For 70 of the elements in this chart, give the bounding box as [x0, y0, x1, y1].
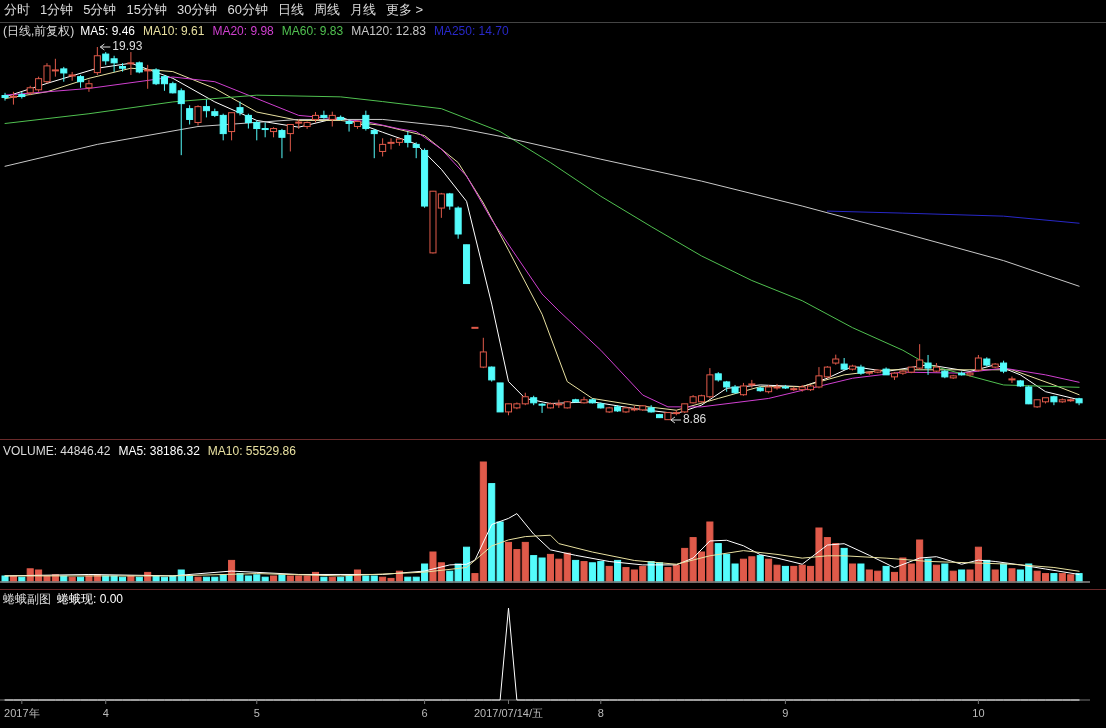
text: 15分钟: [126, 2, 167, 18]
bar: [756, 555, 764, 583]
text: 月线: [349, 2, 376, 18]
candlestick: [144, 64, 152, 90]
bar: [1050, 573, 1058, 583]
text: 1分钟: [40, 2, 74, 18]
text: MA5: 38186.32: [118, 444, 201, 459]
candlestick: [278, 128, 286, 159]
text: MA250: 14.70: [433, 24, 509, 39]
bar: [924, 558, 932, 583]
candlestick: [379, 137, 387, 158]
x-tick-label: 6: [421, 706, 428, 719]
candlestick: [370, 128, 378, 159]
x-tick-label: 2017年: [4, 706, 40, 719]
candlestick: [362, 110, 370, 132]
annotation: 19.93: [112, 39, 143, 54]
bar: [781, 565, 789, 583]
candlestick: [236, 101, 244, 116]
bar: [605, 565, 613, 583]
text: 5分钟: [83, 2, 117, 18]
text: 更多 >: [385, 2, 424, 18]
x-tick-label: 5: [253, 706, 260, 719]
candlestick: [194, 104, 202, 127]
bar: [790, 565, 798, 583]
candlestick: [1, 92, 9, 102]
text: MA60: 9.83: [281, 24, 344, 39]
candlestick: [219, 113, 227, 141]
x-tick-label: 10: [972, 706, 985, 719]
text: MA5: 9.46: [80, 24, 136, 39]
text: 日线: [277, 2, 304, 18]
text: MA20: 9.98: [212, 24, 275, 39]
text: 30分钟: [176, 2, 218, 18]
candlestick: [1008, 376, 1016, 384]
bar: [932, 564, 940, 583]
candlestick: [186, 104, 194, 125]
candlestick: [924, 354, 932, 376]
candlestick: [538, 402, 546, 414]
text: MA10: 55529.86: [207, 444, 297, 459]
bar: [991, 569, 999, 583]
text: VOLUME: 44846.42: [3, 444, 111, 459]
candlestick: [228, 112, 236, 141]
text: 蜷蛾现: 0.00: [57, 592, 124, 607]
chart-title: (日线,前复权): [3, 24, 75, 39]
text: 周线: [313, 2, 340, 18]
bar: [572, 559, 580, 583]
x-tick-label: 9: [782, 706, 789, 719]
bar: [958, 569, 966, 583]
text: 分时: [4, 2, 30, 18]
text: 60分钟: [227, 2, 268, 18]
bar: [580, 561, 588, 583]
chart-title: 蜷蛾副图: [3, 592, 51, 607]
x-tick-label: 8: [597, 706, 604, 719]
annotation: 8.86: [682, 412, 707, 427]
candlestick: [345, 118, 353, 133]
x-tick-label: 4: [102, 706, 109, 719]
text: MA120: 12.83: [351, 24, 427, 39]
x-tick-label: 2017/07/14/五: [473, 706, 544, 719]
bar: [840, 547, 848, 583]
bar: [941, 563, 949, 583]
bar: [849, 563, 857, 583]
text: MA10: 9.61: [143, 24, 205, 39]
candlestick: [320, 110, 328, 120]
candlestick: [93, 46, 101, 76]
candlestick: [85, 79, 93, 93]
candlestick: [286, 124, 294, 152]
bar: [882, 565, 890, 583]
candlestick: [479, 337, 487, 369]
bar: [857, 563, 865, 583]
bar: [1008, 568, 1016, 583]
candlestick: [127, 51, 135, 76]
